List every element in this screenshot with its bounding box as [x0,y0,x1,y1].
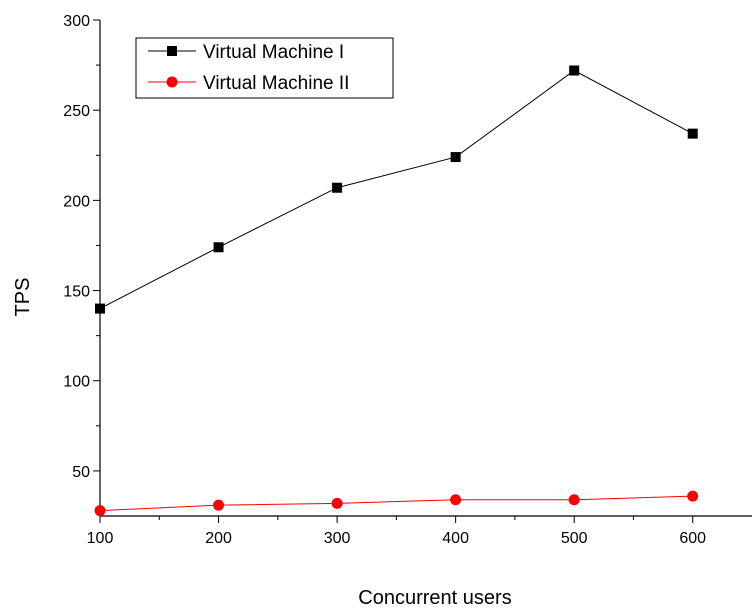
legend-label-series-2: Virtual Machine II [203,73,349,94]
legend-label-series-1: Virtual Machine I [203,42,344,63]
series-2-point [568,494,580,506]
x-tick-label: 400 [442,530,469,547]
y-tick-label: 200 [63,193,90,210]
series-1-point [450,152,461,163]
legend-item-series-2: Virtual Machine II [148,73,349,94]
y-tick-label: 50 [72,464,90,481]
legend-marker-series-2 [166,76,178,88]
y-tick-label: 150 [63,284,90,301]
x-tick-label: 300 [324,530,351,547]
series-2-point [687,490,699,502]
legend-box [135,37,394,99]
legend-marker-series-1 [167,46,177,56]
series-layer [94,65,699,517]
series-1-line [99,69,693,310]
series-2-point [450,494,462,506]
y-tick-label: 250 [63,103,90,120]
series-2-point [94,505,106,517]
y-tick-label: 300 [63,13,90,30]
x-tick-label: 200 [205,530,232,547]
x-ticks: 100 200 300 400 500 600 [87,516,706,547]
series-1-point [569,65,580,76]
y-axis-label: TPS [12,278,34,317]
series-1-point [95,303,105,314]
x-tick-label: 100 [87,530,114,547]
x-tick-label: 600 [679,530,706,547]
series-1-point [213,242,224,253]
series-2-point [331,497,343,509]
series-2-point [213,499,225,511]
legend: Virtual Machine I Virtual Machine II [135,37,394,99]
y-tick-label: 100 [63,374,90,391]
series-2-line [99,495,693,512]
axes [99,20,752,517]
series-1-point [687,128,698,139]
x-tick-label: 500 [561,530,588,547]
x-axis-label: Concurrent users [358,587,511,609]
series-1-point [332,182,343,193]
legend-item-series-1: Virtual Machine I [148,42,344,63]
y-ticks: 50 100 150 200 250 300 [63,13,100,481]
